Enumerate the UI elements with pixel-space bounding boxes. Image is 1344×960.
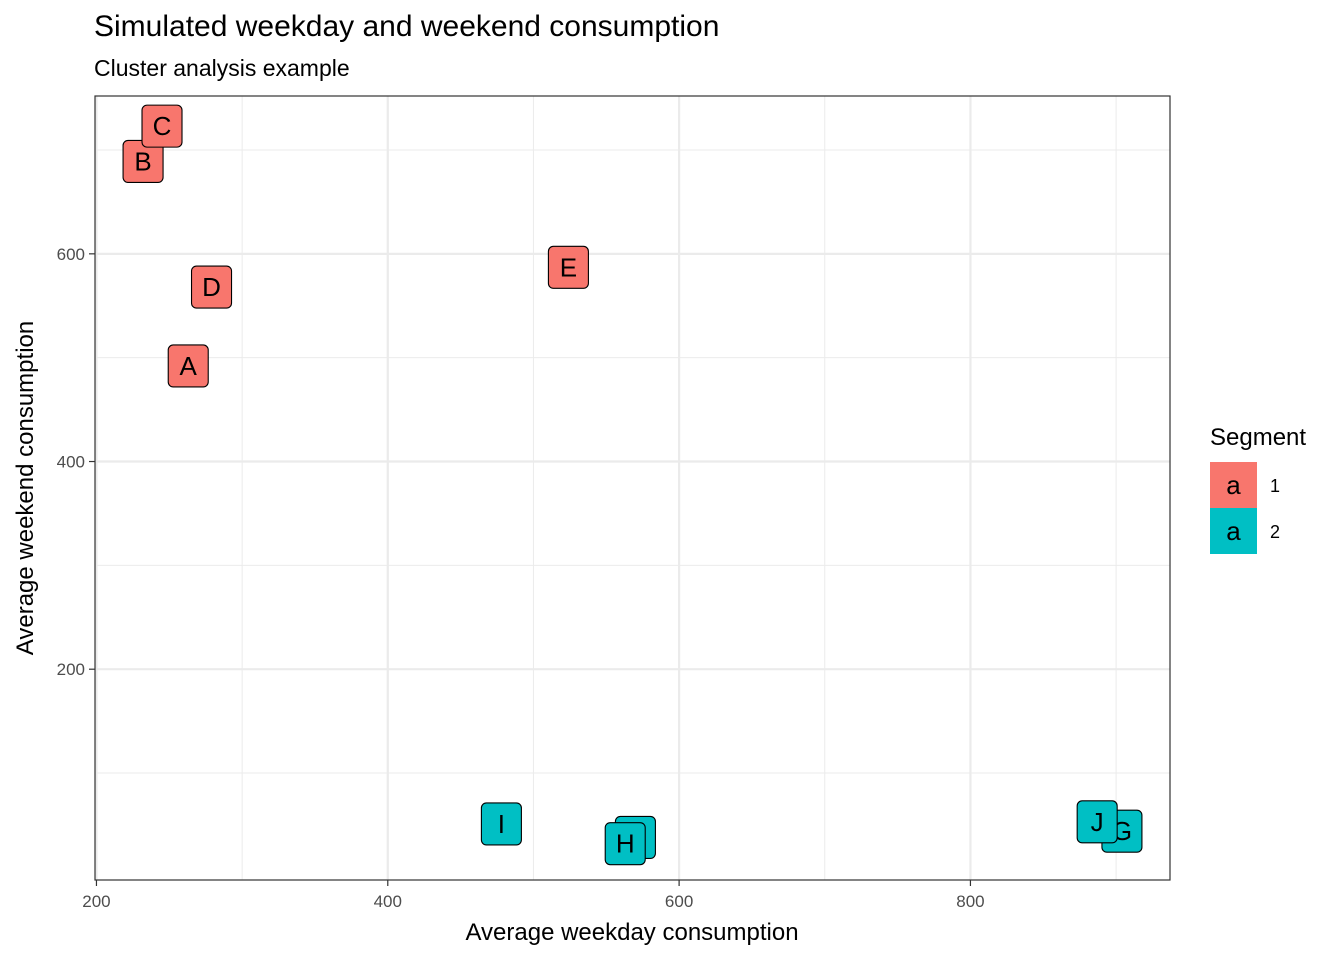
point-label-D: D	[192, 266, 232, 308]
x-tick-label: 800	[956, 892, 984, 911]
y-tick-label: 600	[57, 245, 85, 264]
legend-title: Segment	[1210, 424, 1306, 451]
point-label-text: B	[134, 146, 151, 176]
y-tick-label: 400	[57, 453, 85, 472]
data-points: ABCDEFGHIJ	[123, 105, 1142, 865]
point-label-H: H	[605, 823, 645, 865]
point-label-text: H	[616, 829, 635, 859]
point-label-A: A	[168, 345, 208, 387]
point-label-text: I	[498, 809, 505, 839]
x-axis-label: Average weekday consumption	[465, 919, 798, 946]
point-label-C: C	[142, 105, 182, 147]
grid	[95, 96, 1170, 880]
point-label-text: J	[1091, 807, 1104, 837]
x-tick-label: 200	[82, 892, 110, 911]
legend-label: 1	[1270, 476, 1280, 496]
point-label-E: E	[548, 246, 588, 288]
chart-subtitle: Cluster analysis example	[94, 55, 350, 81]
legend-label: 2	[1270, 522, 1280, 542]
point-label-I: I	[481, 803, 521, 845]
panel-border	[95, 96, 1170, 880]
x-tick-label: 600	[665, 892, 693, 911]
legend-key-glyph: a	[1226, 516, 1241, 546]
legend-key-glyph: a	[1226, 470, 1241, 500]
legend: Segment a 1a 2	[1210, 424, 1306, 554]
chart-title: Simulated weekday and weekend consumptio…	[94, 10, 719, 43]
point-label-J: J	[1077, 801, 1117, 843]
point-label-text: D	[202, 272, 221, 302]
point-label-text: A	[180, 351, 198, 381]
point-label-text: C	[153, 111, 172, 141]
y-tick-label: 200	[57, 660, 85, 679]
x-tick-label: 400	[374, 892, 402, 911]
point-label-text: E	[560, 252, 577, 282]
y-axis-label: Average weekend consumption	[12, 321, 39, 655]
